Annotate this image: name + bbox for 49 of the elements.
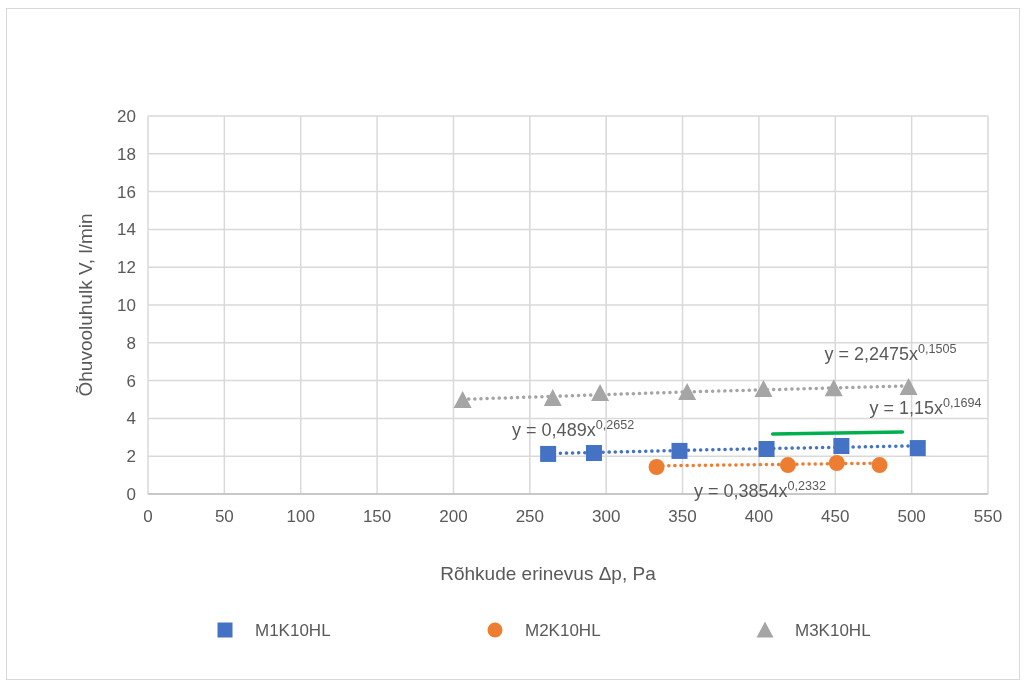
point xyxy=(828,455,845,471)
y-tick-label: 2 xyxy=(126,447,136,467)
legend-label: M2K10HL xyxy=(525,620,601,640)
x-tick-label: 350 xyxy=(668,507,697,526)
y-tick-label: 0 xyxy=(126,484,136,504)
point xyxy=(678,382,697,400)
y-tick-label: 20 xyxy=(117,106,136,126)
point xyxy=(833,437,850,454)
y-tick-label: 12 xyxy=(117,258,136,278)
y-tick-label: 10 xyxy=(117,295,136,315)
point xyxy=(779,457,796,474)
annotation: y = 2,2475x$^{0,1505}$ xyxy=(824,342,957,365)
x-tick-label: 150 xyxy=(362,507,392,526)
point xyxy=(909,440,926,457)
annotation: y = 1,15x$^{0,1694}$ xyxy=(869,396,982,419)
point xyxy=(540,445,557,462)
legend-label: M1K10HL xyxy=(255,620,331,640)
x-tick-label: 500 xyxy=(897,507,926,526)
point xyxy=(758,441,775,458)
point xyxy=(453,391,472,409)
point xyxy=(585,444,602,461)
x-tick-label: 300 xyxy=(591,507,621,526)
legend-label: M3K10HL xyxy=(795,620,871,640)
point xyxy=(871,457,888,474)
y-axis-title: Õhuvooluhulk V, l/min xyxy=(75,213,96,397)
y-tick-label: 8 xyxy=(126,333,136,353)
y-tick-label: 4 xyxy=(126,409,136,429)
point xyxy=(591,384,610,402)
x-axis-title: Rõhkude erinevus Δp, Pa xyxy=(440,563,657,584)
point xyxy=(671,442,688,459)
y-tick-label: 14 xyxy=(117,220,136,240)
x-tick-label: 450 xyxy=(821,507,850,526)
x-tick-label: 100 xyxy=(286,507,315,526)
y-tick-label: 6 xyxy=(126,371,136,391)
x-tick-label: 200 xyxy=(439,507,468,526)
x-tick-label: 50 xyxy=(214,507,234,526)
x-tick-label: 400 xyxy=(744,507,774,526)
point xyxy=(899,378,918,396)
annotation: y = 0,3854x$^{0,2332}$ xyxy=(694,478,827,501)
annotation: y = 0,489x$^{0,2652}$ xyxy=(512,417,635,440)
y-tick-label: 16 xyxy=(117,182,136,202)
y-tick-label: 18 xyxy=(117,144,136,164)
point xyxy=(648,458,665,475)
x-tick-label: 550 xyxy=(973,507,1003,526)
point xyxy=(754,379,773,397)
point xyxy=(824,379,843,397)
x-tick-label: 0 xyxy=(143,507,153,526)
x-tick-label: 250 xyxy=(515,507,545,526)
point xyxy=(543,388,562,406)
